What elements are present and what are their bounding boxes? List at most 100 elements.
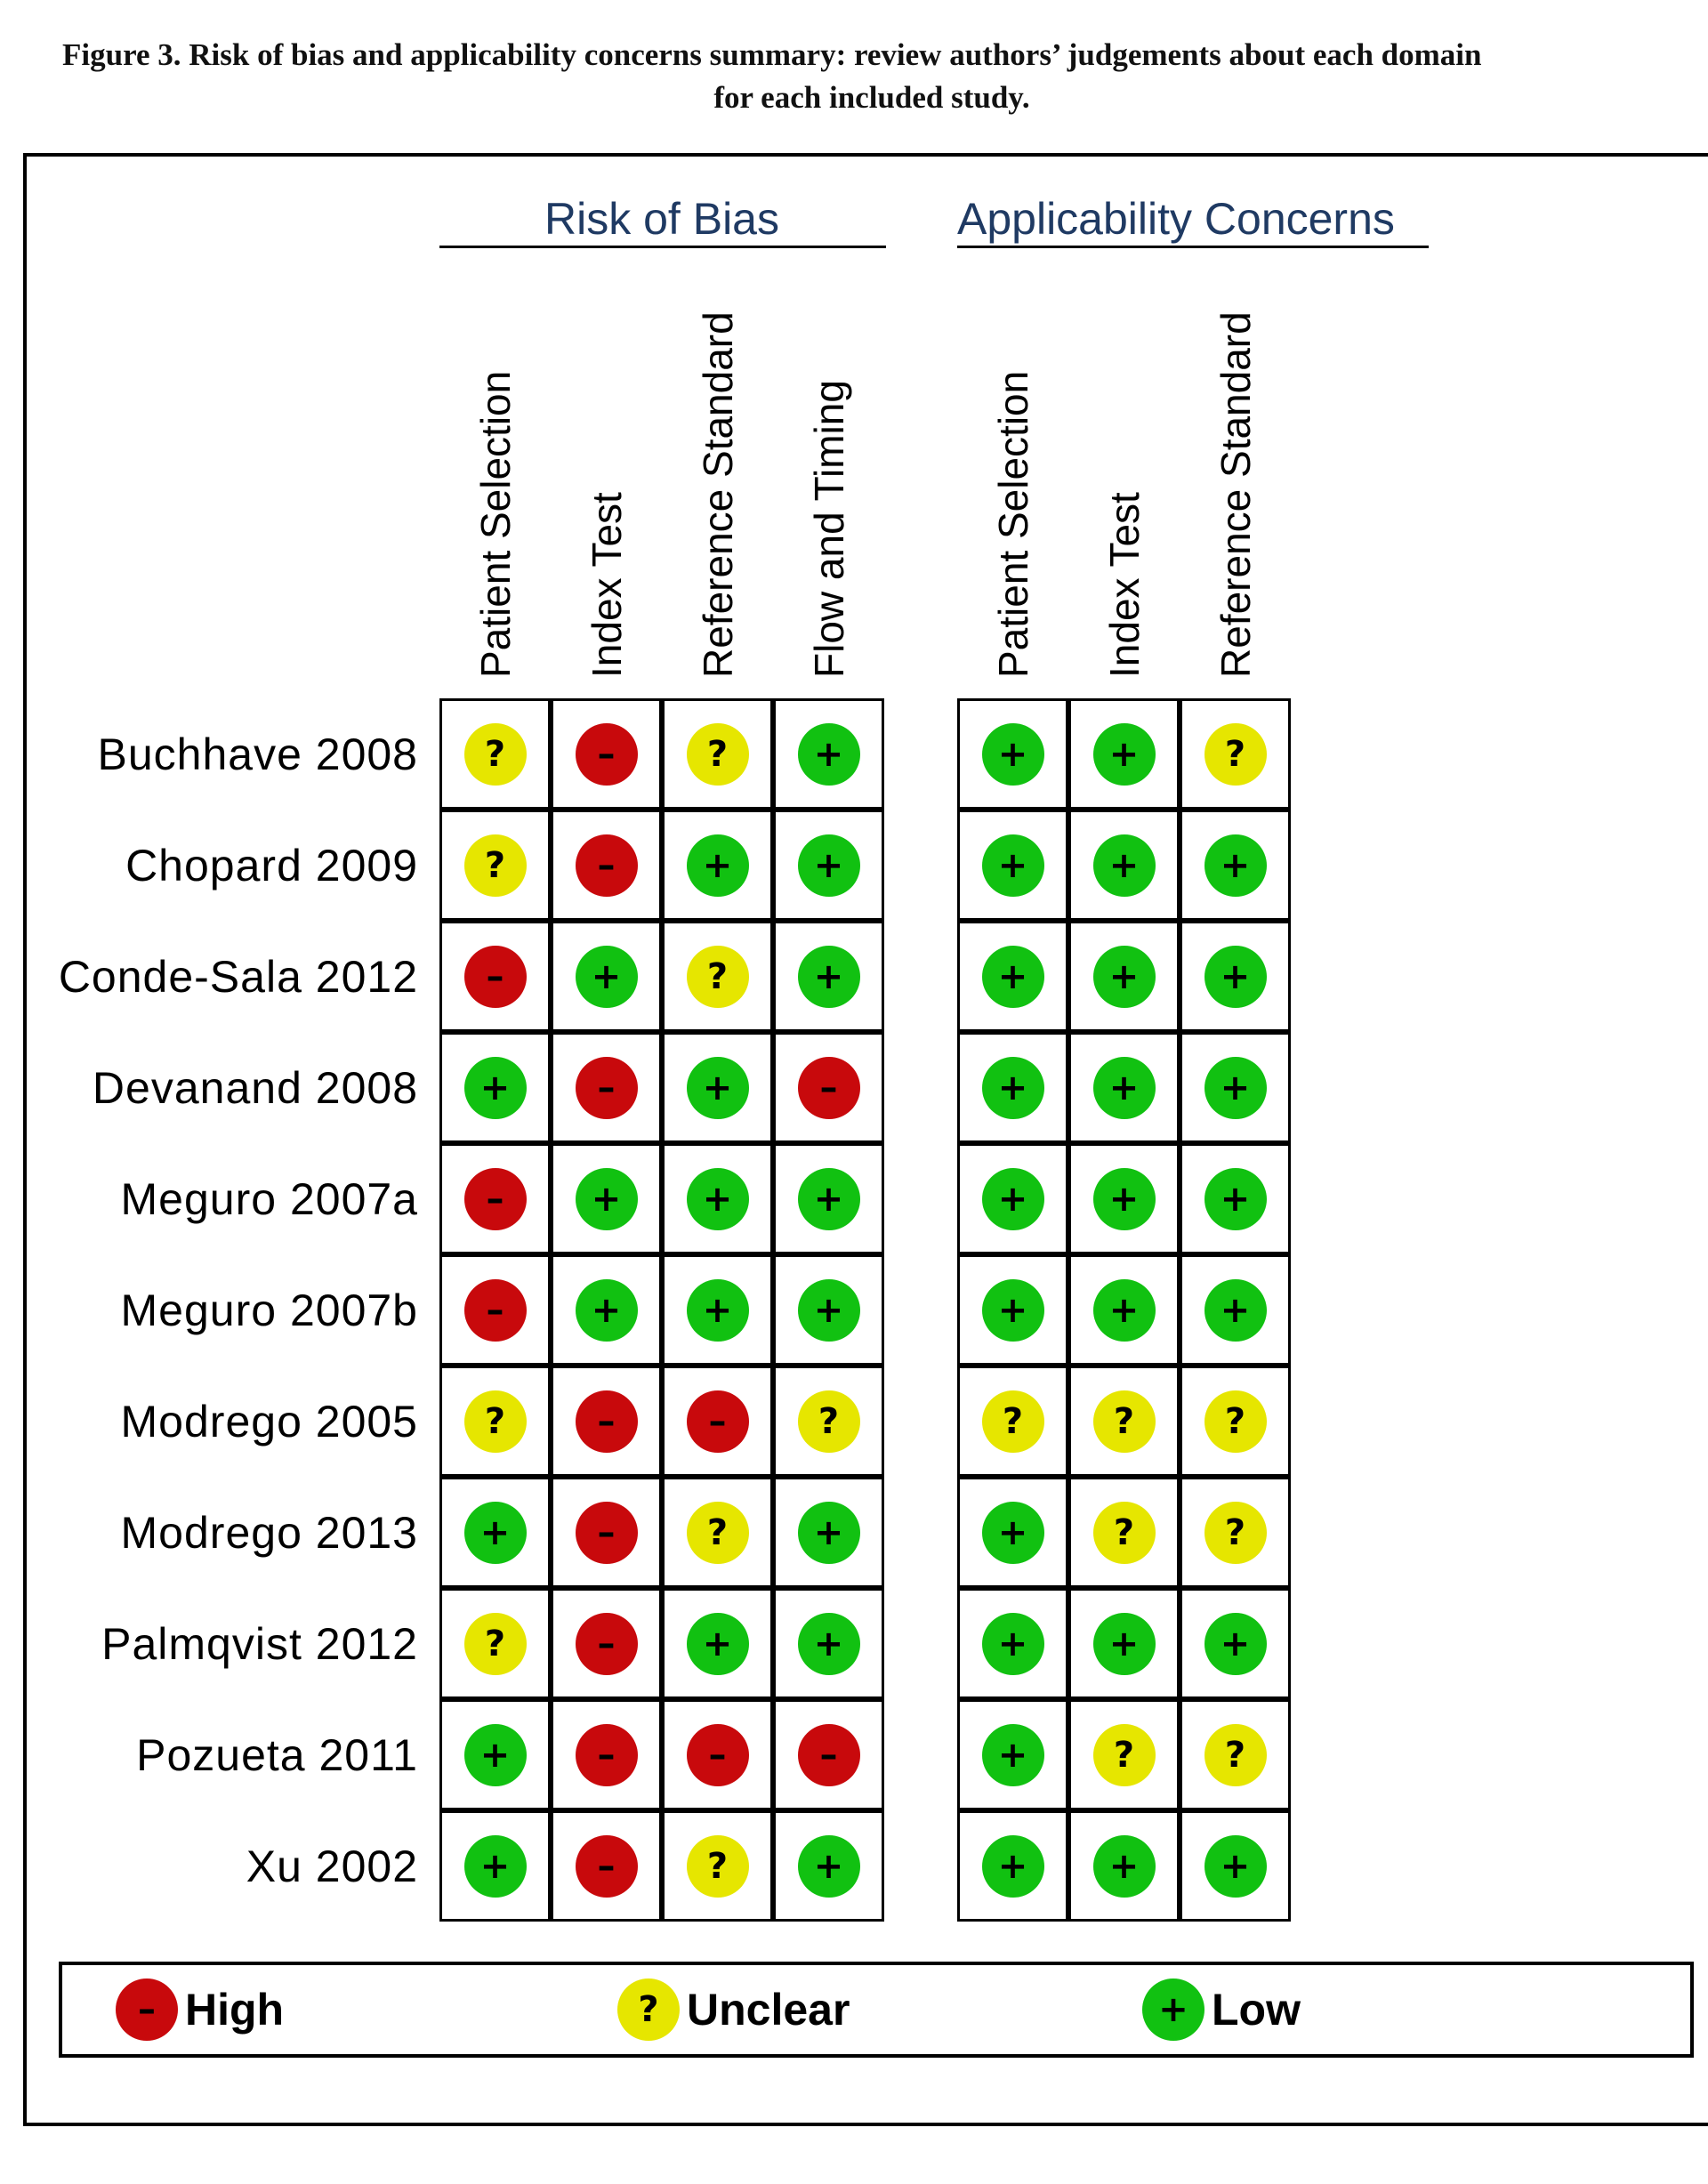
judgement-cell: + bbox=[773, 698, 884, 810]
column-label: Flow and Timing bbox=[805, 380, 852, 678]
low-risk-icon: + bbox=[463, 1834, 527, 1898]
legend-label-unclear: Unclear bbox=[687, 1985, 850, 2035]
unclear-risk-icon: ? bbox=[617, 1978, 680, 2041]
judgement-cell: ? bbox=[662, 698, 773, 810]
low-risk-icon: + bbox=[1204, 1278, 1267, 1342]
group-underline bbox=[439, 246, 886, 248]
unclear-risk-icon: ? bbox=[463, 1612, 527, 1675]
study-label: Chopard 2009 bbox=[125, 840, 418, 891]
low-risk-icon: + bbox=[797, 1612, 860, 1675]
judgement-cell: + bbox=[551, 1143, 662, 1254]
study-label: Buchhave 2008 bbox=[97, 729, 418, 779]
judgement-cell: + bbox=[957, 1699, 1068, 1810]
low-risk-icon: + bbox=[1204, 1612, 1267, 1675]
legend: – High ? Unclear + Low bbox=[59, 1962, 1694, 2058]
judgement-cell: + bbox=[1068, 1254, 1180, 1366]
high-risk-icon: – bbox=[575, 1723, 638, 1786]
judgement-cell: + bbox=[662, 810, 773, 921]
high-risk-icon: – bbox=[575, 1612, 638, 1675]
unclear-risk-icon: ? bbox=[1092, 1501, 1156, 1564]
low-risk-icon: + bbox=[797, 1167, 860, 1230]
low-risk-icon: + bbox=[463, 1056, 527, 1119]
judgement-cell: – bbox=[551, 698, 662, 810]
judgement-cell: ? bbox=[1068, 1477, 1180, 1588]
unclear-risk-icon: ? bbox=[463, 834, 527, 897]
judgement-cell: ? bbox=[439, 1588, 551, 1699]
study-label: Xu 2002 bbox=[246, 1841, 418, 1891]
low-risk-icon: + bbox=[1092, 722, 1156, 786]
low-risk-icon: + bbox=[797, 1501, 860, 1564]
judgement-cell: + bbox=[773, 1810, 884, 1922]
low-risk-icon: + bbox=[981, 1167, 1044, 1230]
study-label: Meguro 2007b bbox=[120, 1285, 418, 1335]
high-risk-icon: – bbox=[575, 1834, 638, 1898]
judgement-cell: ? bbox=[773, 1366, 884, 1477]
unclear-risk-icon: ? bbox=[1204, 1390, 1267, 1453]
judgement-cell: + bbox=[1180, 1810, 1291, 1922]
judgement-cell: + bbox=[957, 921, 1068, 1032]
low-risk-icon: + bbox=[981, 945, 1044, 1008]
judgement-cell: + bbox=[439, 1032, 551, 1143]
unclear-risk-icon: ? bbox=[686, 945, 749, 1008]
judgement-cell: + bbox=[773, 1588, 884, 1699]
high-risk-icon: – bbox=[575, 834, 638, 897]
judgement-cell: + bbox=[662, 1032, 773, 1143]
column-label: Patient Selection bbox=[471, 370, 519, 678]
judgement-cell: + bbox=[773, 1254, 884, 1366]
unclear-risk-icon: ? bbox=[981, 1390, 1044, 1453]
high-risk-icon: – bbox=[575, 722, 638, 786]
unclear-risk-icon: ? bbox=[463, 722, 527, 786]
low-risk-icon: + bbox=[981, 1723, 1044, 1786]
judgement-cell: ? bbox=[1180, 1477, 1291, 1588]
unclear-risk-icon: ? bbox=[1092, 1390, 1156, 1453]
low-risk-icon: + bbox=[797, 834, 860, 897]
legend-label-high: High bbox=[185, 1985, 285, 2035]
judgement-cell: ? bbox=[957, 1366, 1068, 1477]
low-risk-icon: + bbox=[797, 722, 860, 786]
low-risk-icon: + bbox=[1204, 1834, 1267, 1898]
low-risk-icon: + bbox=[575, 945, 638, 1008]
caption-line-1: Figure 3. Risk of bias and applicability… bbox=[62, 37, 1482, 72]
judgement-cell: + bbox=[773, 921, 884, 1032]
judgement-cell: + bbox=[1068, 698, 1180, 810]
judgement-cell: + bbox=[957, 1143, 1068, 1254]
low-risk-icon: + bbox=[686, 1056, 749, 1119]
judgement-cell: ? bbox=[662, 1810, 773, 1922]
low-risk-icon: + bbox=[1204, 945, 1267, 1008]
judgement-cell: – bbox=[551, 1366, 662, 1477]
low-risk-icon: + bbox=[1142, 1978, 1204, 2041]
judgement-cell: + bbox=[957, 698, 1068, 810]
low-risk-icon: + bbox=[463, 1501, 527, 1564]
judgement-cell: ? bbox=[662, 921, 773, 1032]
unclear-risk-icon: ? bbox=[1204, 1501, 1267, 1564]
judgement-cell: – bbox=[439, 1143, 551, 1254]
low-risk-icon: + bbox=[1204, 1167, 1267, 1230]
column-label: Index Test bbox=[1100, 492, 1148, 678]
group-title-applicability: Applicability Concerns bbox=[957, 194, 1395, 244]
judgement-cell: ? bbox=[439, 810, 551, 921]
column-label: Reference Standard bbox=[1212, 311, 1259, 678]
judgement-cell: + bbox=[957, 810, 1068, 921]
judgement-cell: ? bbox=[439, 698, 551, 810]
judgement-cell: + bbox=[773, 810, 884, 921]
study-label: Pozueta 2011 bbox=[136, 1729, 418, 1780]
judgement-cell: – bbox=[662, 1366, 773, 1477]
judgement-cell: + bbox=[439, 1810, 551, 1922]
judgement-cell: + bbox=[773, 1477, 884, 1588]
low-risk-icon: + bbox=[1092, 1834, 1156, 1898]
high-risk-icon: – bbox=[797, 1723, 860, 1786]
unclear-risk-icon: ? bbox=[1092, 1723, 1156, 1786]
judgement-cell: + bbox=[1068, 1810, 1180, 1922]
group-underline bbox=[957, 246, 1429, 248]
low-risk-icon: + bbox=[981, 1612, 1044, 1675]
unclear-risk-icon: ? bbox=[686, 1834, 749, 1898]
judgement-cell: ? bbox=[1068, 1699, 1180, 1810]
unclear-risk-icon: ? bbox=[686, 1501, 749, 1564]
judgement-cell: + bbox=[1068, 921, 1180, 1032]
judgement-cell: – bbox=[439, 921, 551, 1032]
judgement-cell: + bbox=[1068, 1032, 1180, 1143]
study-label: Modrego 2005 bbox=[120, 1396, 418, 1447]
high-risk-icon: – bbox=[463, 945, 527, 1008]
judgement-cell: – bbox=[439, 1254, 551, 1366]
judgement-cell: + bbox=[1180, 810, 1291, 921]
